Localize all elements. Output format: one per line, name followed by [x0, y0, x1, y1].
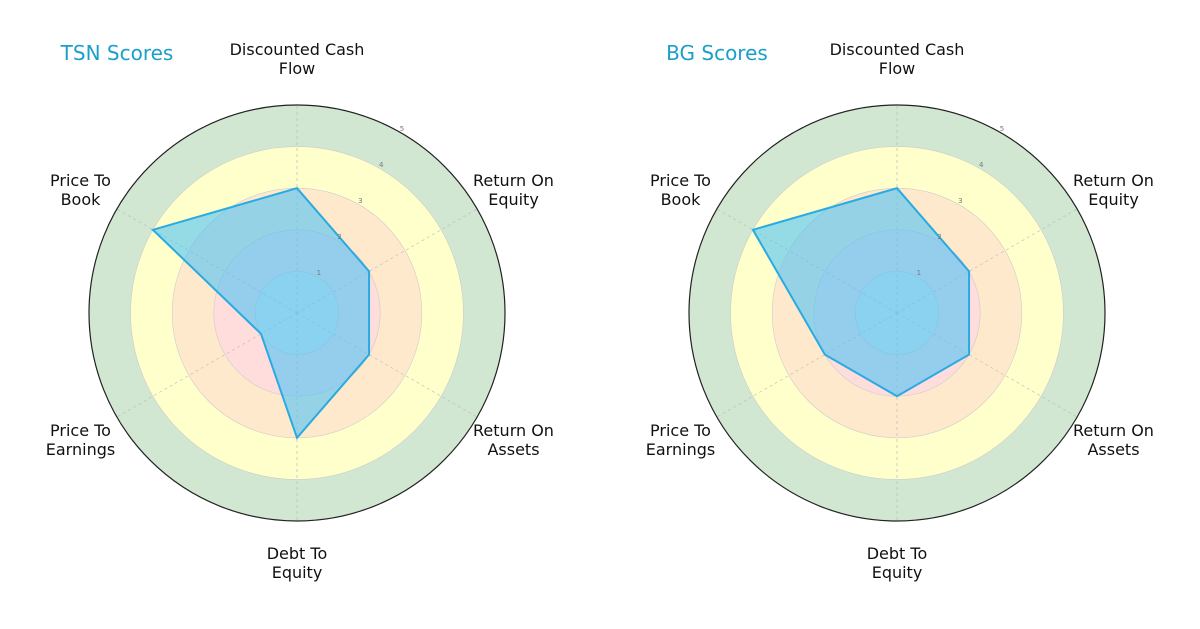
category-label-line: Discounted Cash [230, 40, 365, 59]
category-label-line: Price To [50, 171, 111, 190]
r-tick-label: 3 [958, 197, 962, 205]
r-tick-label: 5 [400, 125, 404, 133]
category-label-line: Flow [879, 59, 916, 78]
r-tick-label: 1 [317, 269, 321, 277]
category-label-line: Book [61, 190, 102, 209]
category-label-line: Price To [650, 421, 711, 440]
category-label-line: Equity [272, 563, 323, 582]
category-label-line: Earnings [646, 440, 715, 459]
category-label-line: Return On [1073, 421, 1154, 440]
category-label-line: Return On [473, 421, 554, 440]
category-label-line: Discounted Cash [830, 40, 965, 59]
r-tick-label: 3 [358, 197, 362, 205]
category-label-line: Equity [872, 563, 923, 582]
r-tick-label: 1 [917, 269, 921, 277]
r-tick-label: 4 [979, 161, 984, 169]
r-tick-label: 4 [379, 161, 384, 169]
category-label-line: Flow [279, 59, 316, 78]
r-tick-label: 2 [937, 233, 941, 241]
category-label-line: Return On [473, 171, 554, 190]
chart-title: BG Scores [666, 41, 768, 65]
category-label-line: Debt To [267, 544, 328, 563]
category-label-line: Return On [1073, 171, 1154, 190]
category-label-line: Debt To [867, 544, 928, 563]
category-label-line: Assets [1087, 440, 1139, 459]
category-label-line: Price To [50, 421, 111, 440]
category-label-line: Assets [487, 440, 539, 459]
r-tick-label: 5 [1000, 125, 1004, 133]
chart-title: TSN Scores [60, 41, 174, 65]
r-tick-label: 2 [337, 233, 341, 241]
category-label-line: Earnings [46, 440, 115, 459]
category-label-line: Book [661, 190, 702, 209]
category-label-line: Equity [488, 190, 539, 209]
category-label-line: Price To [650, 171, 711, 190]
category-label-line: Equity [1088, 190, 1139, 209]
